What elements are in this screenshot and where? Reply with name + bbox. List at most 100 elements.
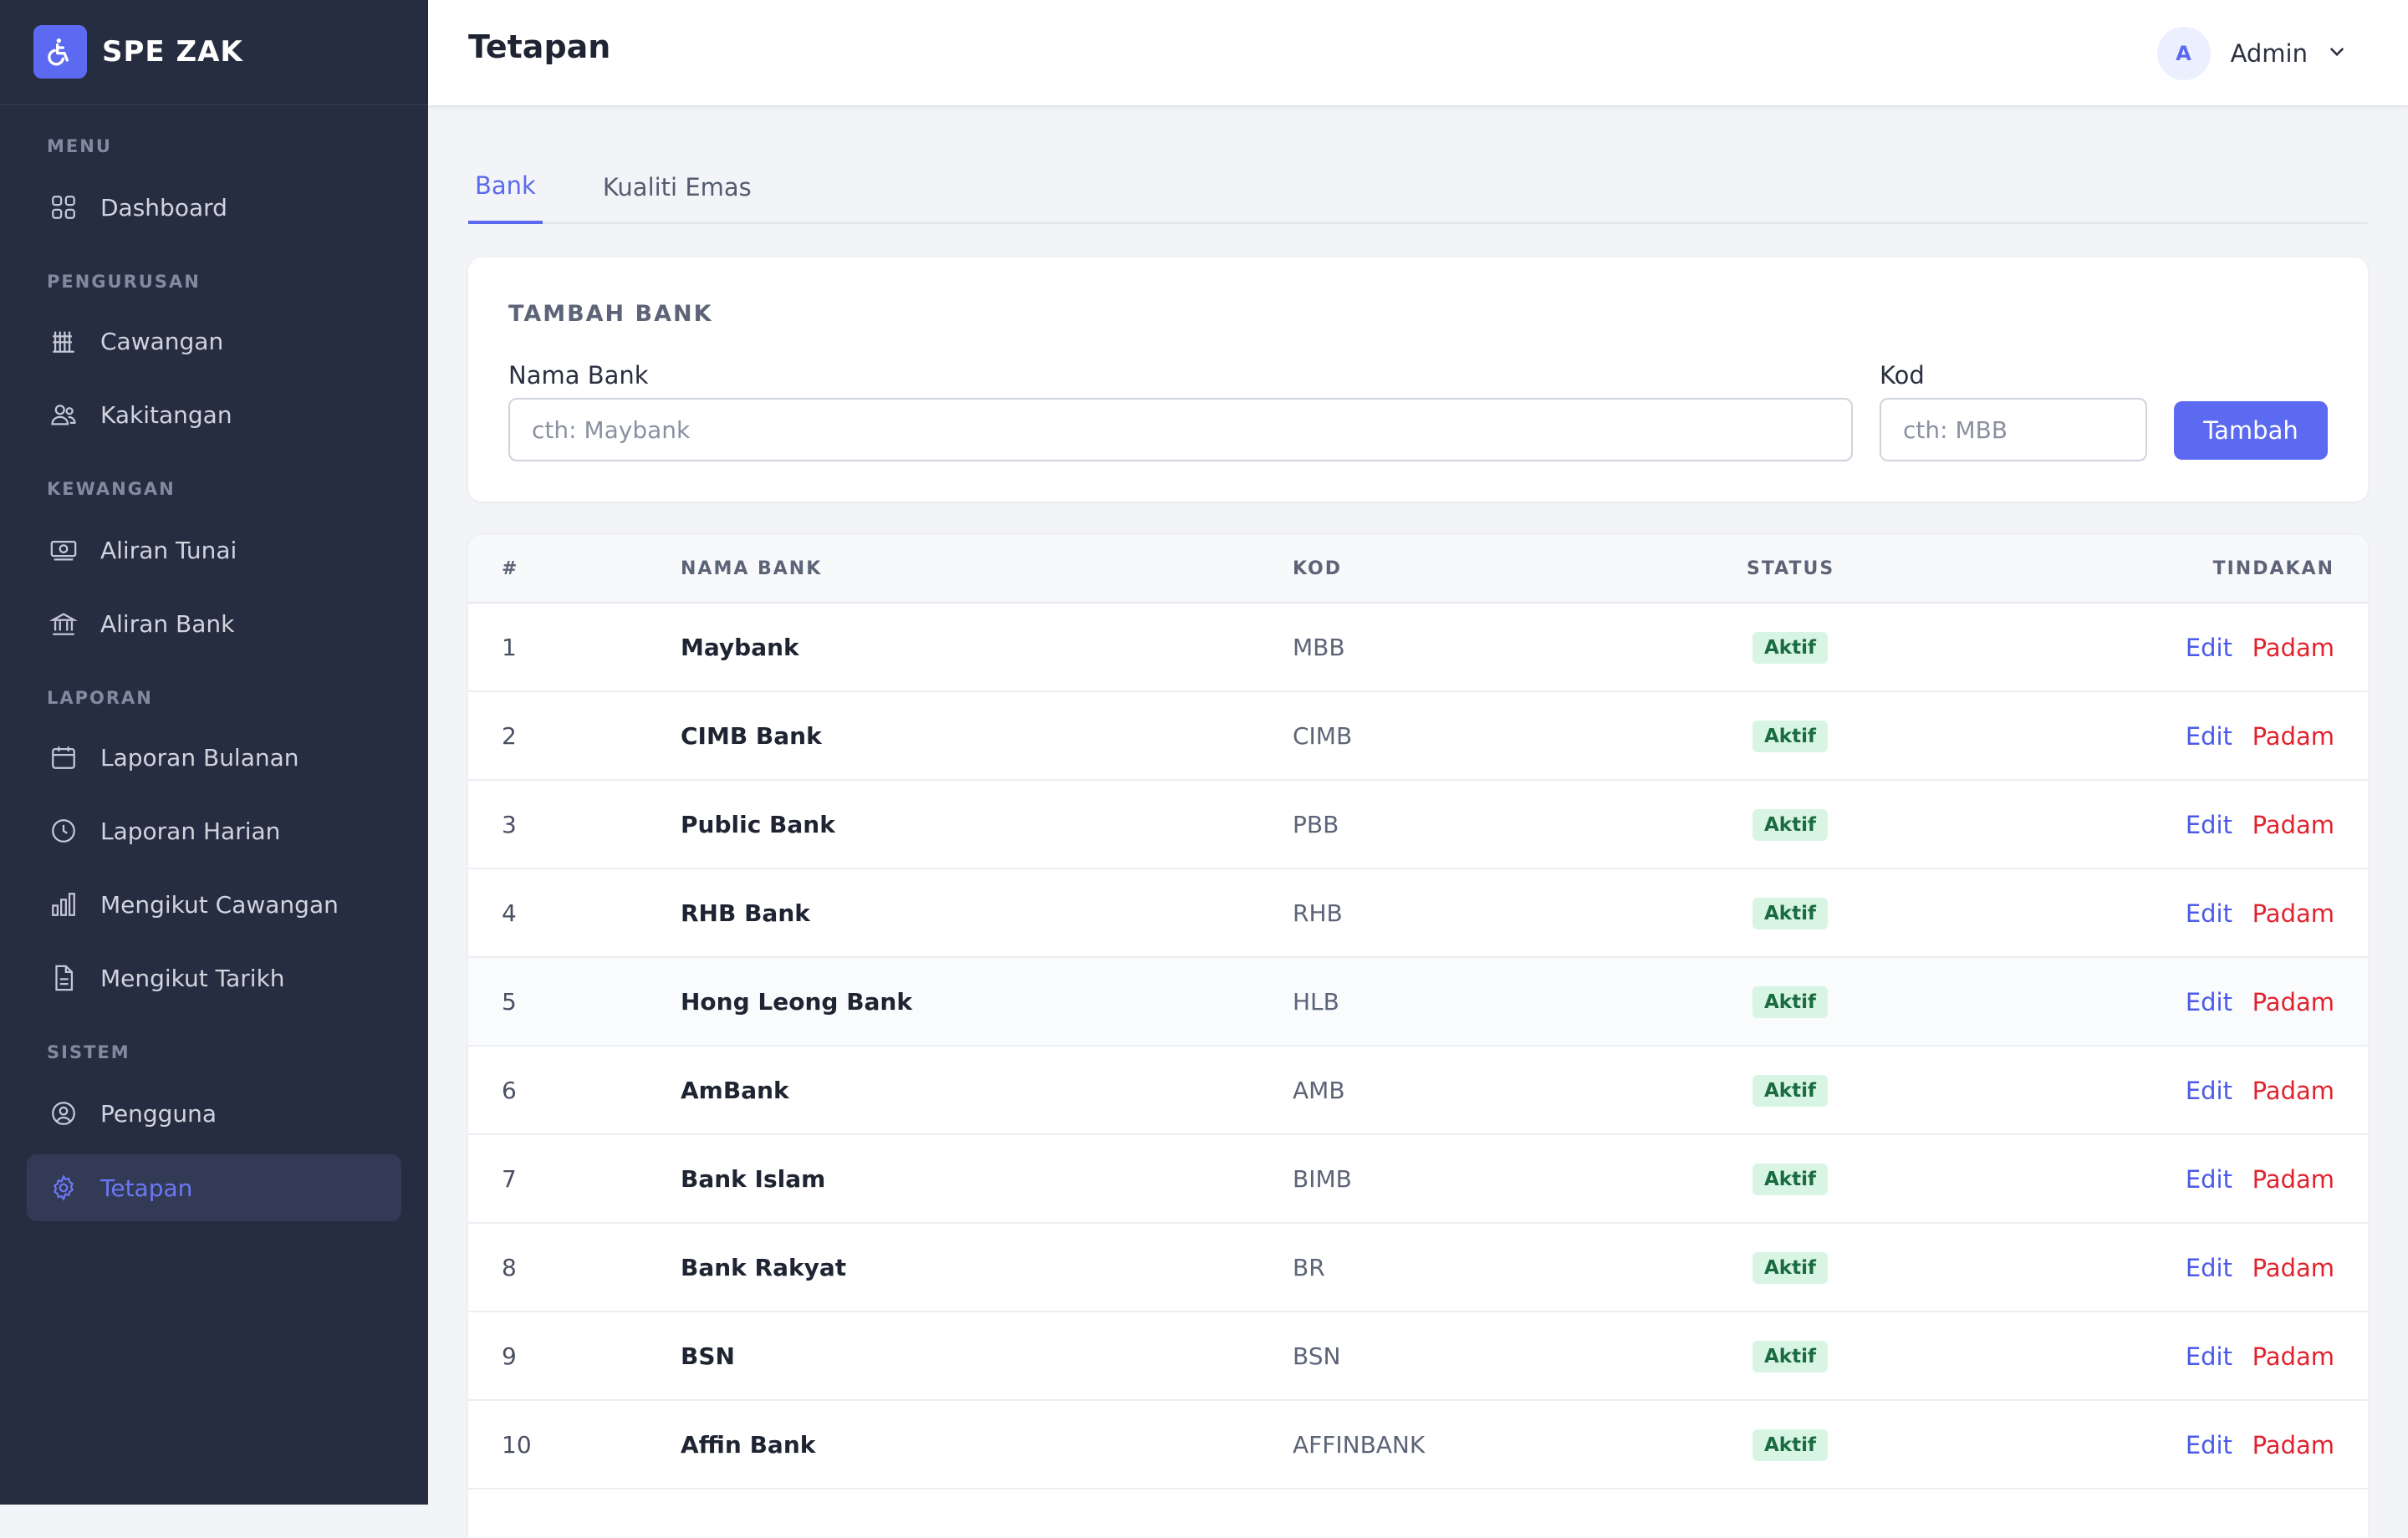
delete-link[interactable]: Padam [2252, 1431, 2334, 1459]
delete-link[interactable]: Padam [2252, 1254, 2334, 1282]
bank-table: # NAMA BANK KOD STATUS TINDAKAN 1 Maybank… [468, 535, 2368, 1538]
user-menu[interactable]: A Admin [2156, 27, 2348, 80]
table-row: 3 Public Bank PBB Aktif Edit Padam [468, 781, 2368, 869]
status-badge: Aktif [1752, 898, 1828, 929]
status-badge: Aktif [1752, 1252, 1828, 1284]
chevron-down-icon [2326, 41, 2348, 66]
settings-tabs: Bank Kualiti Emas [468, 150, 2368, 224]
status-badge: Aktif [1752, 1164, 1828, 1195]
calendar-icon [47, 741, 80, 774]
top-header: Tetapan A Admin [428, 0, 2408, 107]
section-label-laporan: LAPORAN [47, 688, 153, 708]
edit-link[interactable]: Edit [2185, 988, 2232, 1016]
sidebar-item-label: Aliran Tunai [100, 536, 237, 564]
row-number: 6 [502, 1077, 517, 1104]
row-number: 9 [502, 1342, 517, 1370]
cash-icon [47, 533, 80, 567]
delete-link[interactable]: Padam [2252, 1165, 2334, 1194]
brand[interactable]: SPE ZAK [0, 0, 428, 105]
status-badge: Aktif [1752, 809, 1828, 841]
th-status: STATUS [1747, 558, 1835, 579]
row-bank-name: Bank Islam [681, 1165, 826, 1193]
document-icon [47, 961, 80, 995]
row-bank-name: CIMB Bank [681, 722, 822, 750]
add-bank-button[interactable]: Tambah [2174, 401, 2328, 460]
users-icon [47, 398, 80, 431]
sidebar-item-aliran-tunai[interactable]: Aliran Tunai [27, 517, 401, 583]
delete-link[interactable]: Padam [2252, 1077, 2334, 1105]
row-number: 1 [502, 634, 517, 661]
bank-code-input[interactable] [1880, 398, 2147, 461]
tab-kualiti-emas[interactable]: Kualiti Emas [602, 173, 752, 201]
delete-link[interactable]: Padam [2252, 722, 2334, 751]
delete-link[interactable]: Padam [2252, 634, 2334, 662]
sidebar-item-label: Laporan Harian [100, 817, 281, 845]
tab-bank[interactable]: Bank [468, 150, 543, 224]
delete-link[interactable]: Padam [2252, 899, 2334, 928]
edit-link[interactable]: Edit [2185, 1342, 2232, 1371]
row-number: 7 [502, 1165, 517, 1193]
edit-link[interactable]: Edit [2185, 811, 2232, 839]
table-row: 1 Maybank MBB Aktif Edit Padam [468, 603, 2368, 692]
sidebar-item-label: Laporan Bulanan [100, 743, 299, 772]
status-badge: Aktif [1752, 721, 1828, 752]
th-actions: TINDAKAN [2212, 558, 2334, 579]
wheelchair-logo-icon [33, 25, 87, 79]
sidebar-item-label: Cawangan [100, 327, 224, 355]
delete-link[interactable]: Padam [2252, 1342, 2334, 1371]
table-row: 10 Affin Bank AFFINBANK Aktif Edit Padam [468, 1401, 2368, 1490]
edit-link[interactable]: Edit [2185, 1165, 2232, 1194]
row-bank-code: MBB [1293, 634, 1345, 661]
sidebar-item-aliran-bank[interactable]: Aliran Bank [27, 590, 401, 657]
row-bank-code: CIMB [1293, 722, 1353, 750]
clock-icon [47, 814, 80, 848]
sidebar-item-cawangan[interactable]: Cawangan [27, 308, 401, 374]
row-bank-code: AMB [1293, 1077, 1345, 1104]
row-bank-code: RHB [1293, 899, 1343, 927]
user-circle-icon [47, 1097, 80, 1130]
table-row: 9 BSN BSN Aktif Edit Padam [468, 1312, 2368, 1401]
row-number: 10 [502, 1431, 532, 1459]
row-bank-code: BSN [1293, 1342, 1341, 1370]
th-code: KOD [1293, 558, 1343, 579]
sidebar-item-laporan-bulanan[interactable]: Laporan Bulanan [27, 724, 401, 791]
delete-link[interactable]: Padam [2252, 811, 2334, 839]
add-bank-card: TAMBAH BANK Nama Bank Kod Tambah [468, 257, 2368, 502]
row-bank-name: RHB Bank [681, 899, 810, 927]
edit-link[interactable]: Edit [2185, 1077, 2232, 1105]
edit-link[interactable]: Edit [2185, 1254, 2232, 1282]
edit-link[interactable]: Edit [2185, 1431, 2232, 1459]
bank-icon [47, 607, 80, 640]
sidebar-item-label: Dashboard [100, 193, 227, 222]
sidebar-item-laporan-harian[interactable]: Laporan Harian [27, 797, 401, 864]
row-number: 4 [502, 899, 517, 927]
row-number: 2 [502, 722, 517, 750]
page-title: Tetapan [468, 28, 611, 65]
edit-link[interactable]: Edit [2185, 899, 2232, 928]
table-row: 2 CIMB Bank CIMB Aktif Edit Padam [468, 692, 2368, 781]
section-label-kewangan: KEWANGAN [47, 479, 176, 499]
sidebar-item-mengikut-cawangan[interactable]: Mengikut Cawangan [27, 871, 401, 938]
avatar: A [2156, 27, 2211, 80]
sidebar-item-label: Mengikut Tarikh [100, 964, 285, 992]
status-badge: Aktif [1752, 986, 1828, 1018]
sidebar-item-mengikut-tarikh[interactable]: Mengikut Tarikh [27, 945, 401, 1011]
edit-link[interactable]: Edit [2185, 722, 2232, 751]
delete-link[interactable]: Padam [2252, 988, 2334, 1016]
building-icon [47, 324, 80, 358]
table-row: 4 RHB Bank RHB Aktif Edit Padam [468, 869, 2368, 958]
sidebar-item-kakitangan[interactable]: Kakitangan [27, 381, 401, 448]
section-label-sistem: SISTEM [47, 1042, 130, 1062]
sidebar-item-pengguna[interactable]: Pengguna [27, 1080, 401, 1147]
sidebar-item-tetapan[interactable]: Tetapan [27, 1154, 401, 1221]
grid-icon [47, 191, 80, 224]
bank-name-input[interactable] [508, 398, 1853, 461]
sidebar-item-label: Kakitangan [100, 400, 232, 429]
row-bank-code: BR [1293, 1254, 1325, 1281]
edit-link[interactable]: Edit [2185, 634, 2232, 662]
row-bank-name: Affin Bank [681, 1431, 816, 1459]
th-number: # [502, 558, 519, 579]
sidebar-item-dashboard[interactable]: Dashboard [27, 174, 401, 241]
status-badge: Aktif [1752, 1341, 1828, 1372]
bank-name-label: Nama Bank [508, 361, 649, 390]
